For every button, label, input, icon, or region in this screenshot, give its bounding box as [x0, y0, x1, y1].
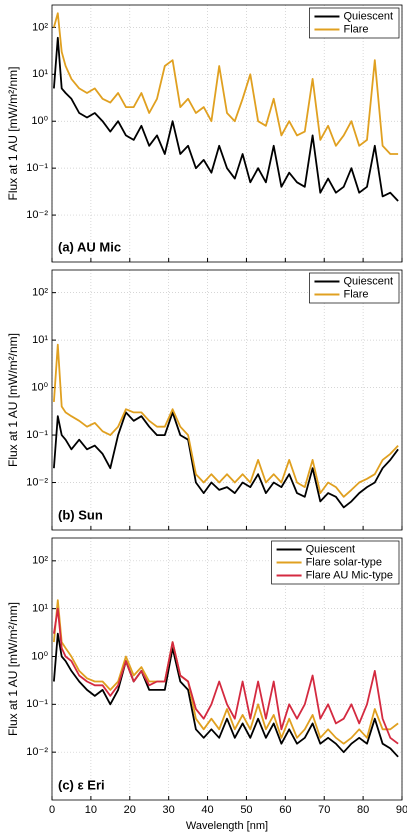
legend-label: Quiescent	[306, 543, 356, 555]
y-tick-label: 10²	[32, 555, 48, 567]
series-line	[53, 12, 399, 155]
plot-area	[52, 5, 402, 262]
legend-label: Flare solar-type	[306, 556, 382, 568]
plot-frame	[51, 537, 403, 801]
x-tick-label: 10	[85, 804, 97, 816]
panel-label: (c) ε Eri	[58, 777, 105, 792]
x-tick-label: 0	[49, 804, 55, 816]
panel-label: (b) Sun	[58, 507, 103, 522]
y-tick-label: 10²	[32, 287, 48, 299]
x-tick-label: 30	[163, 804, 175, 816]
series-line	[53, 411, 399, 509]
legend-label: Quiescent	[343, 10, 393, 22]
y-tick-label: 10⁰	[31, 115, 48, 127]
series-line	[53, 343, 399, 498]
series-line	[53, 36, 399, 202]
y-tick-label: 10⁻²	[26, 209, 48, 221]
y-tick-label: 10⁻²	[26, 746, 48, 758]
panel: 10⁻² 10⁻¹ 10⁰ 10¹ 10² (b) Sun Flux at 1 AU [mW…	[6, 269, 403, 531]
x-tick-label: 20	[124, 804, 136, 816]
panel-label: (a) AU Mic	[58, 239, 121, 254]
y-tick-label: 10⁰	[31, 381, 48, 393]
y-tick-label: 10⁰	[31, 650, 48, 662]
y-tick-label: 10¹	[32, 68, 48, 80]
legend-box	[309, 272, 400, 304]
series-line	[53, 607, 399, 745]
y-tick-label: 10⁻¹	[26, 429, 48, 441]
plot-frame	[51, 4, 403, 263]
panel: 0 10 20 30 40 50 60 70 80 90 10⁻² 10⁻¹ 10⁰ 10¹ 10² (c) …	[6, 537, 407, 832]
legend-label: Flare	[343, 288, 368, 300]
y-tick-label: 10²	[32, 21, 48, 33]
y-tick-label: 10⁻²	[26, 476, 48, 488]
y-axis-label: Flux at 1 AU [mW/m²/nm]	[6, 333, 20, 467]
x-axis-label: Wavelength [nm]	[186, 820, 268, 832]
series-line	[53, 632, 399, 758]
panel: 10⁻² 10⁻¹ 10⁰ 10¹ 10² (a) AU Mic Flux at 1 AU …	[6, 4, 403, 263]
x-tick-label: 70	[318, 804, 330, 816]
y-tick-label: 10¹	[32, 603, 48, 615]
legend-box	[309, 7, 400, 39]
legend-label: Quiescent	[343, 275, 393, 287]
x-tick-label: 60	[279, 804, 291, 816]
y-axis-label: Flux at 1 AU [mW/m²/nm]	[6, 602, 20, 736]
legend-label: Flare	[343, 23, 368, 35]
plot-frame	[51, 269, 403, 531]
y-tick-label: 10¹	[32, 334, 48, 346]
y-axis-label: Flux at 1 AU [mW/m²/nm]	[6, 66, 20, 200]
series-line	[53, 599, 399, 745]
y-tick-label: 10⁻¹	[26, 162, 48, 174]
x-tick-label: 90	[396, 804, 407, 816]
x-tick-label: 80	[357, 804, 369, 816]
x-tick-label: 50	[240, 804, 252, 816]
x-tick-label: 40	[201, 804, 213, 816]
y-tick-label: 10⁻¹	[26, 698, 48, 710]
legend-label: Flare AU Mic-type	[306, 569, 393, 581]
